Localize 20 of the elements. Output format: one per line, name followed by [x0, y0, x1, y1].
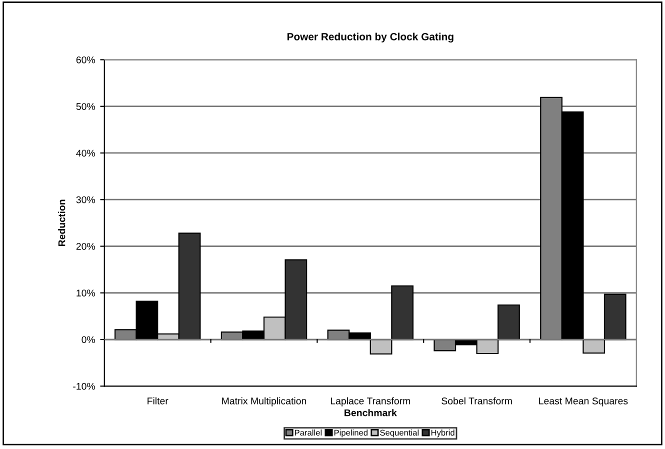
y-tick-label: 0% — [82, 336, 96, 344]
y-tick-label: 50% — [76, 103, 96, 110]
y-tick-label: 40% — [76, 150, 96, 157]
y-tick-label: 20% — [76, 242, 96, 250]
y-tick-label: 10% — [76, 290, 96, 296]
x-tick-label: Laplace Transform — [330, 397, 410, 406]
x-axis-title: Benchmark — [344, 409, 397, 416]
y-tick-label: 30% — [76, 196, 96, 204]
x-tick-label: Matrix Multiplication — [222, 397, 306, 406]
y-tick-label: -10% — [73, 382, 96, 390]
legend-label: Sequential — [380, 430, 419, 438]
legend-label: Hybrid — [431, 430, 454, 438]
y-tick-label: 60% — [76, 56, 96, 64]
chart-title: Power Reduction by Clock Gating — [287, 32, 454, 42]
legend-label: Pipelined — [334, 430, 368, 438]
legend-label: Parallel — [294, 430, 322, 436]
y-axis-title: Reduction — [58, 200, 66, 246]
x-tick-label: Least Mean Squares — [539, 398, 628, 406]
x-tick-label: Sobel Transform — [442, 397, 512, 404]
x-tick-label: Filter — [148, 397, 168, 404]
